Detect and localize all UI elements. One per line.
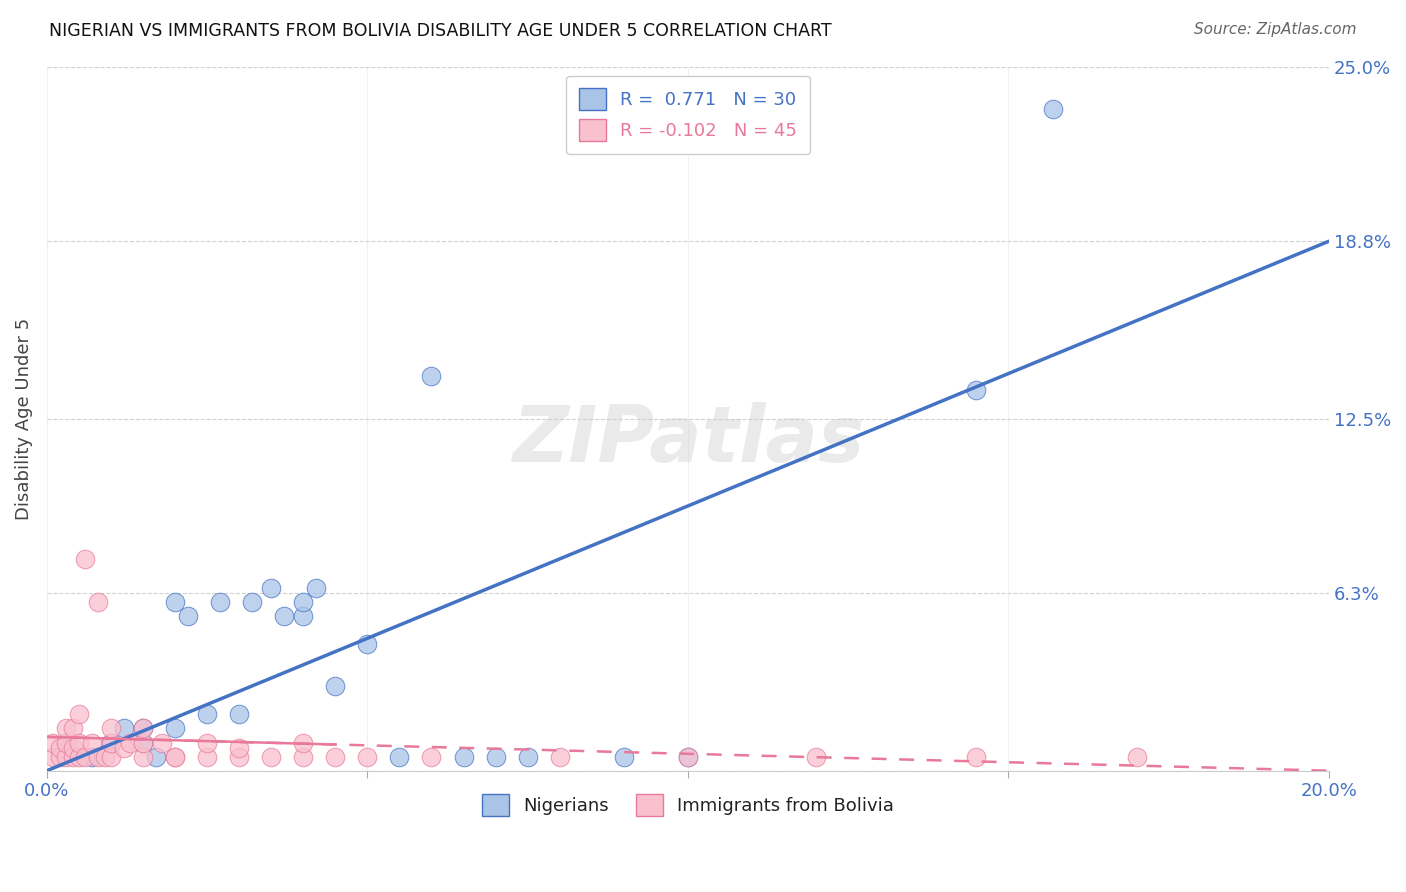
Point	[132, 722, 155, 736]
Point	[453, 749, 475, 764]
Point	[240, 595, 263, 609]
Point	[62, 741, 84, 756]
Point	[195, 707, 218, 722]
Point	[75, 749, 97, 764]
Point	[87, 595, 110, 609]
Point	[48, 741, 70, 756]
Point	[228, 749, 250, 764]
Point	[195, 749, 218, 764]
Point	[80, 735, 103, 749]
Point	[484, 749, 506, 764]
Text: NIGERIAN VS IMMIGRANTS FROM BOLIVIA DISABILITY AGE UNDER 5 CORRELATION CHART: NIGERIAN VS IMMIGRANTS FROM BOLIVIA DISA…	[49, 22, 832, 40]
Point	[62, 749, 84, 764]
Point	[132, 722, 155, 736]
Point	[273, 608, 295, 623]
Point	[1042, 102, 1064, 116]
Point	[292, 749, 315, 764]
Point	[325, 749, 347, 764]
Point	[100, 735, 122, 749]
Point	[965, 384, 987, 398]
Point	[87, 749, 110, 764]
Point	[132, 735, 155, 749]
Point	[260, 581, 283, 595]
Point	[145, 749, 167, 764]
Point	[260, 749, 283, 764]
Point	[80, 749, 103, 764]
Point	[150, 735, 173, 749]
Point	[100, 749, 122, 764]
Point	[548, 749, 571, 764]
Point	[292, 735, 315, 749]
Point	[208, 595, 231, 609]
Point	[420, 749, 443, 764]
Point	[93, 749, 115, 764]
Text: Source: ZipAtlas.com: Source: ZipAtlas.com	[1194, 22, 1357, 37]
Point	[55, 749, 77, 764]
Y-axis label: Disability Age Under 5: Disability Age Under 5	[15, 318, 32, 520]
Point	[42, 749, 65, 764]
Point	[75, 552, 97, 566]
Point	[965, 749, 987, 764]
Point	[676, 749, 699, 764]
Point	[100, 735, 122, 749]
Point	[67, 749, 90, 764]
Point	[132, 735, 155, 749]
Point	[228, 741, 250, 756]
Point	[356, 637, 378, 651]
Point	[62, 722, 84, 736]
Point	[55, 722, 77, 736]
Point	[177, 608, 200, 623]
Point	[516, 749, 538, 764]
Point	[165, 722, 187, 736]
Point	[112, 741, 135, 756]
Point	[613, 749, 636, 764]
Point	[356, 749, 378, 764]
Point	[165, 749, 187, 764]
Point	[67, 735, 90, 749]
Point	[48, 749, 70, 764]
Point	[420, 369, 443, 384]
Point	[55, 735, 77, 749]
Legend: Nigerians, Immigrants from Bolivia: Nigerians, Immigrants from Bolivia	[472, 785, 903, 825]
Point	[804, 749, 827, 764]
Point	[165, 749, 187, 764]
Point	[228, 707, 250, 722]
Point	[165, 595, 187, 609]
Point	[292, 595, 315, 609]
Point	[55, 735, 77, 749]
Point	[112, 722, 135, 736]
Text: ZIPatlas: ZIPatlas	[512, 401, 865, 478]
Point	[676, 749, 699, 764]
Point	[100, 722, 122, 736]
Point	[305, 581, 328, 595]
Point	[195, 735, 218, 749]
Point	[120, 735, 142, 749]
Point	[42, 735, 65, 749]
Point	[1125, 749, 1147, 764]
Point	[67, 707, 90, 722]
Point	[292, 608, 315, 623]
Point	[388, 749, 411, 764]
Point	[325, 679, 347, 693]
Point	[132, 749, 155, 764]
